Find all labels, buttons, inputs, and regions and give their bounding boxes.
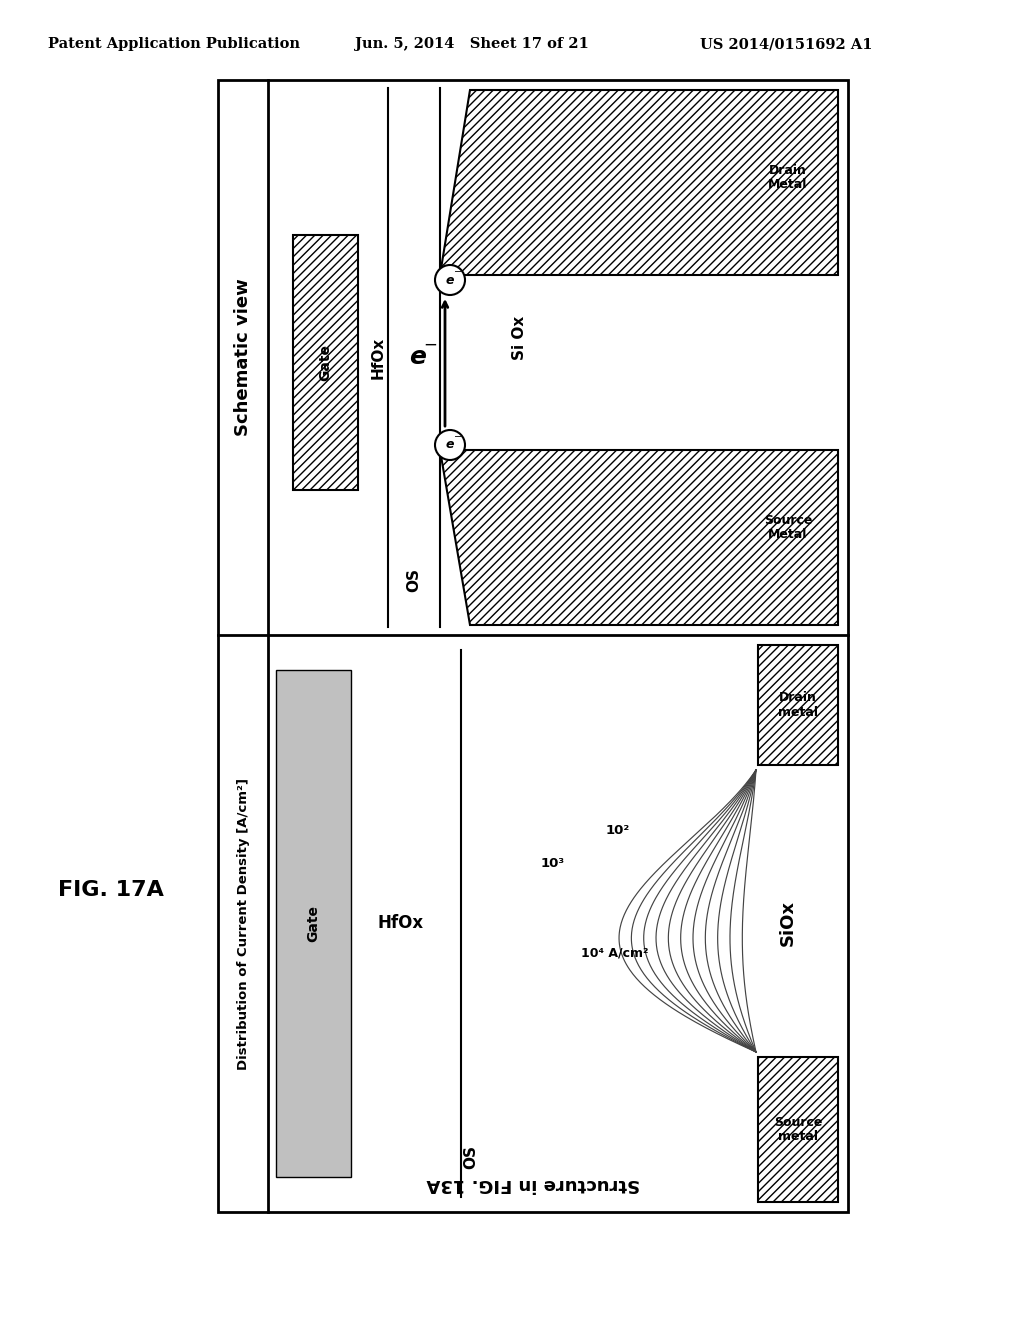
Text: −: − bbox=[454, 432, 462, 442]
Polygon shape bbox=[440, 450, 838, 624]
Text: Gate: Gate bbox=[318, 345, 333, 381]
Text: 10³: 10³ bbox=[541, 857, 565, 870]
Text: SiOx: SiOx bbox=[779, 900, 797, 946]
Text: Schematic view: Schematic view bbox=[234, 279, 252, 437]
Text: Si Ox: Si Ox bbox=[512, 315, 527, 359]
Circle shape bbox=[435, 265, 465, 294]
Polygon shape bbox=[440, 90, 838, 275]
Text: Source
metal: Source metal bbox=[774, 1115, 822, 1143]
Text: HfOx: HfOx bbox=[378, 915, 424, 932]
Text: e: e bbox=[445, 438, 455, 451]
Text: e: e bbox=[445, 273, 455, 286]
Text: FIG. 17A: FIG. 17A bbox=[58, 880, 164, 900]
Bar bbox=[276, 671, 351, 1177]
Text: 10²: 10² bbox=[606, 824, 630, 837]
Text: US 2014/0151692 A1: US 2014/0151692 A1 bbox=[700, 37, 872, 51]
Text: OS: OS bbox=[464, 1144, 478, 1170]
Text: OS: OS bbox=[407, 568, 422, 591]
Text: HfOx: HfOx bbox=[371, 337, 385, 379]
Text: Drain
Metal: Drain Metal bbox=[768, 164, 808, 191]
Text: Source
Metal: Source Metal bbox=[764, 513, 812, 541]
Text: Jun. 5, 2014   Sheet 17 of 21: Jun. 5, 2014 Sheet 17 of 21 bbox=[355, 37, 589, 51]
Bar bbox=[758, 645, 838, 766]
Text: Distribution of Current Density [A/cm²]: Distribution of Current Density [A/cm²] bbox=[237, 777, 250, 1069]
Bar bbox=[218, 81, 848, 1212]
Text: Patent Application Publication: Patent Application Publication bbox=[48, 37, 300, 51]
Text: e: e bbox=[410, 346, 427, 370]
Bar bbox=[758, 1057, 838, 1203]
Text: 10⁴ A/cm²: 10⁴ A/cm² bbox=[581, 946, 648, 960]
Text: Structure in FIG. 13A: Structure in FIG. 13A bbox=[426, 1175, 640, 1193]
Bar bbox=[758, 1057, 838, 1203]
Text: −: − bbox=[454, 267, 462, 277]
Text: −: − bbox=[423, 335, 437, 354]
Text: Drain
metal: Drain metal bbox=[778, 690, 818, 719]
Circle shape bbox=[435, 430, 465, 459]
Text: Gate: Gate bbox=[306, 906, 321, 942]
Bar bbox=[293, 235, 358, 490]
Bar bbox=[758, 645, 838, 766]
Bar bbox=[293, 235, 358, 490]
